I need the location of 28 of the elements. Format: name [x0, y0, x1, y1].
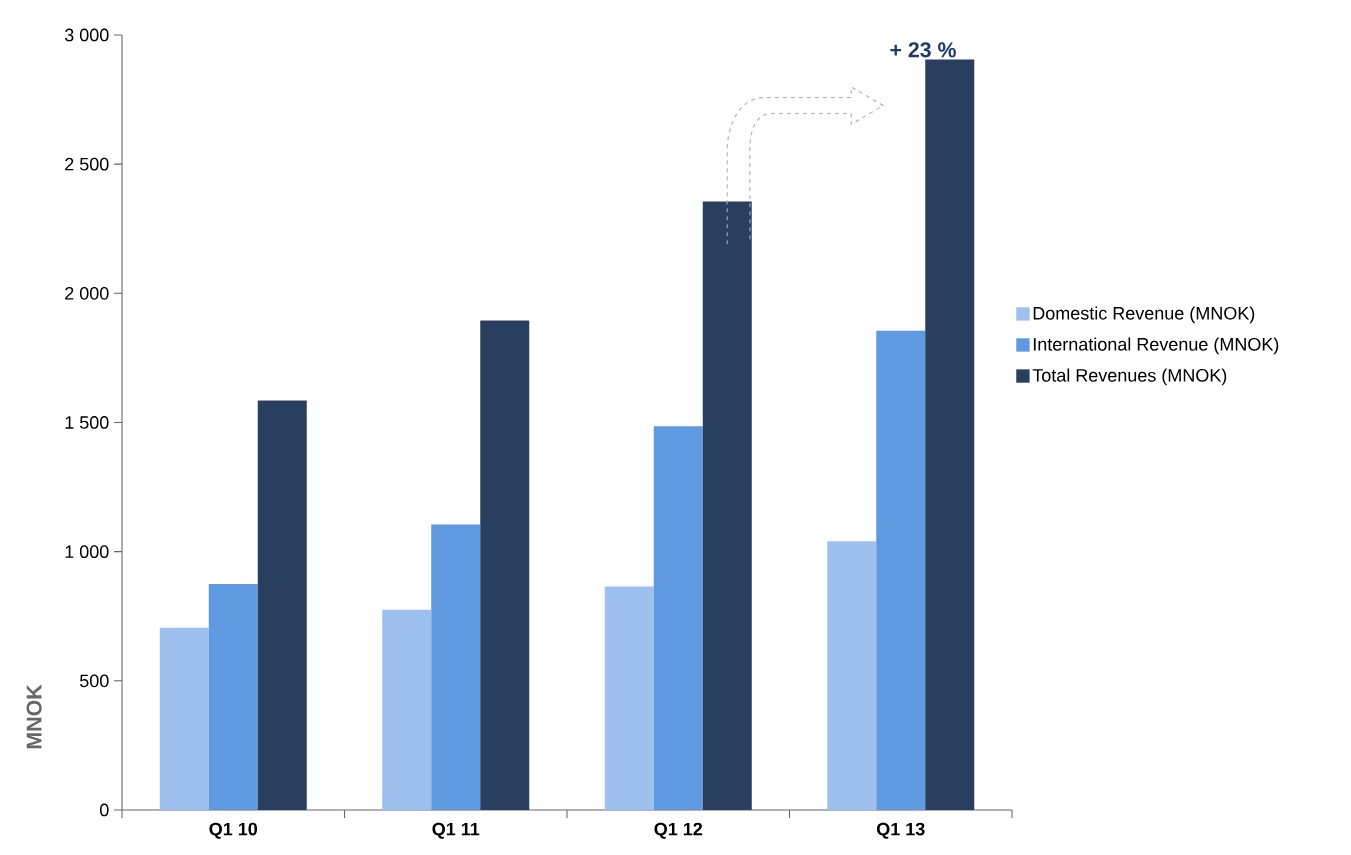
bar [876, 330, 926, 810]
bar [480, 320, 530, 810]
bar [604, 586, 654, 810]
y-tick-label: 1 500 [65, 416, 109, 429]
y-tick-label: 500 [79, 674, 109, 688]
bar [702, 201, 752, 810]
x-tick-label: Q1 13 [876, 822, 925, 839]
y-tick-label: 2 500 [65, 157, 109, 171]
legend-label: Domestic Revenue (MNOK) [1033, 306, 1255, 324]
bar [431, 524, 481, 810]
bar [925, 59, 975, 810]
y-tick-label: 3 000 [64, 28, 109, 42]
x-tick-label: Q1 11 [432, 822, 480, 839]
x-tick-label: Q1 10 [209, 822, 258, 839]
y-axis-title: MNOK [26, 684, 42, 749]
y-tick-label: 0 [100, 803, 109, 817]
bar [653, 426, 703, 810]
annotation: + 23 % [890, 42, 956, 58]
legend-label: Total Revenues (MNOK) [1032, 368, 1227, 386]
legend-label: International Revenue (MNOK) [1033, 337, 1279, 355]
y-tick-label: 2 000 [65, 286, 109, 300]
bar [382, 609, 432, 810]
bar [208, 583, 258, 810]
bar [159, 627, 209, 810]
bar [827, 541, 877, 810]
y-tick-label: 1 000 [65, 545, 109, 559]
bar [257, 400, 307, 810]
x-tick-label: Q1 12 [654, 822, 703, 839]
